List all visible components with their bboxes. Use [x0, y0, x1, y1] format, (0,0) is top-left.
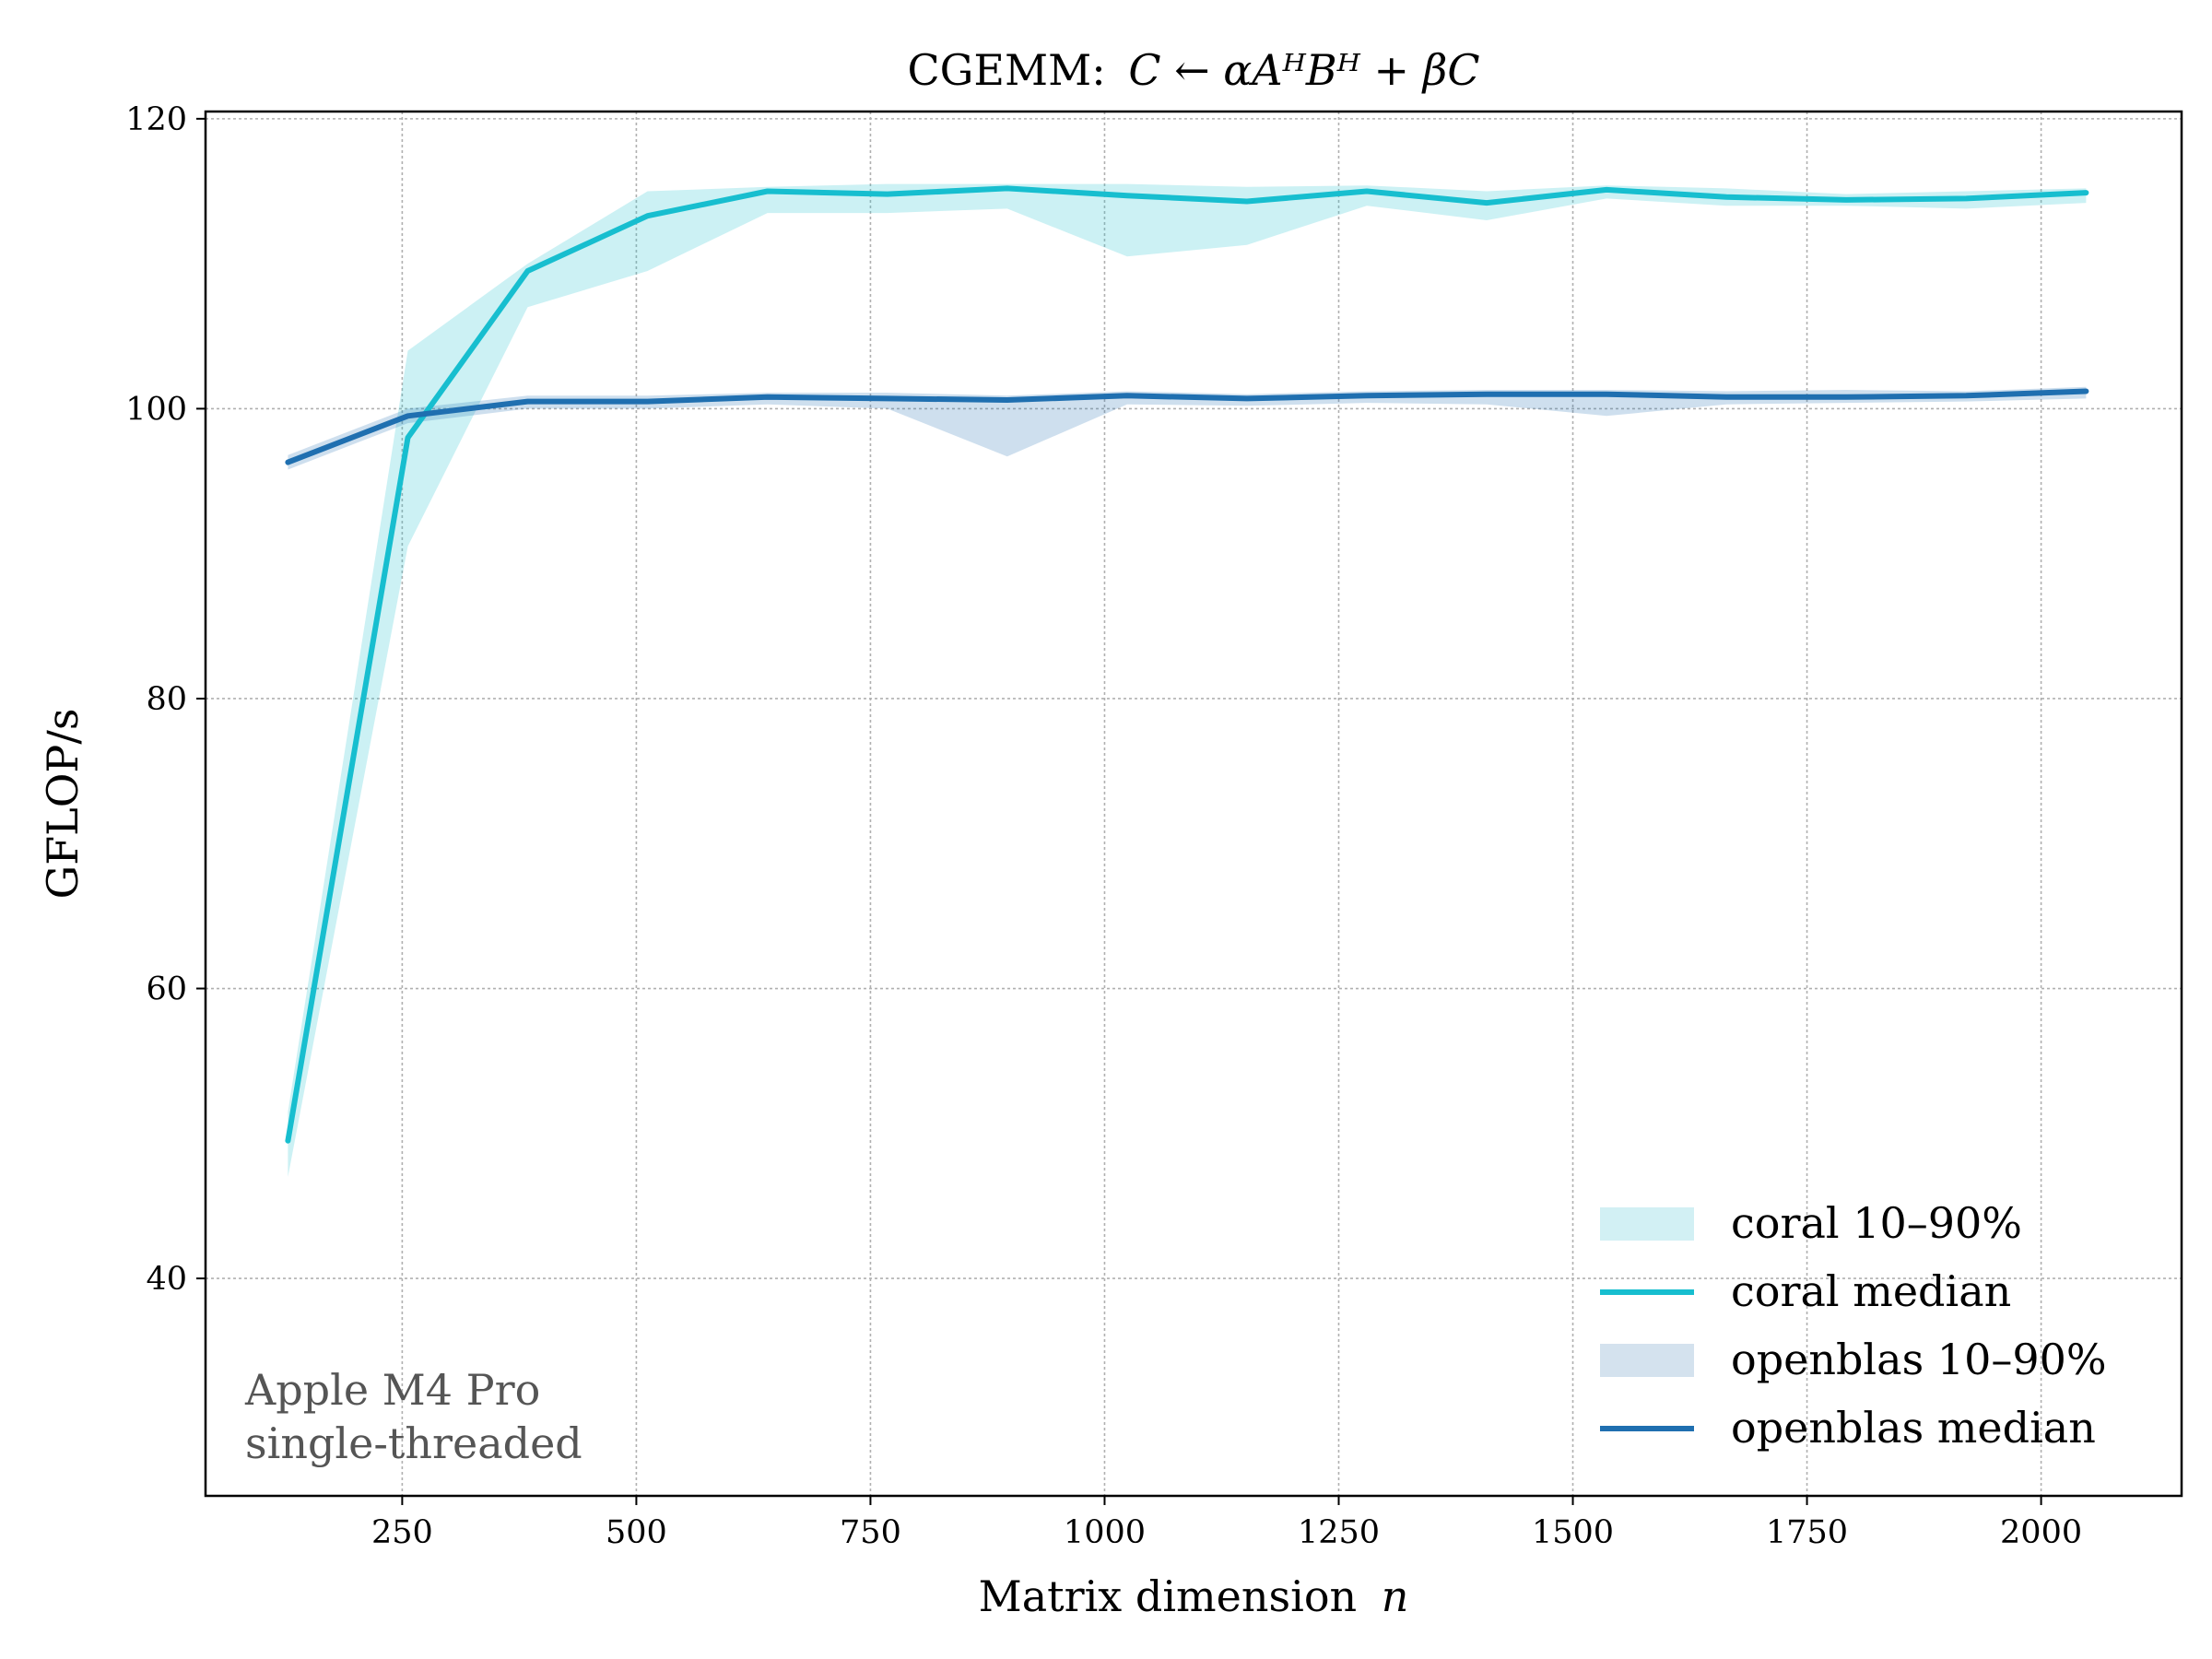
openblas-median-line [285, 388, 2089, 465]
median-lines [285, 185, 2089, 1144]
x-tick-label: 1000 [1064, 1514, 1146, 1551]
y-tick-label: 100 [125, 391, 187, 428]
openblas-band [288, 386, 2087, 470]
annotation-note: Apple M4 Pro single-threaded [244, 1365, 582, 1468]
annotation-line-1: Apple M4 Pro [244, 1365, 540, 1415]
y-tick-label: 80 [146, 681, 187, 718]
legend-swatch-coral-band [1600, 1207, 1694, 1241]
legend-label-openblas-median: openblas median [1731, 1403, 2096, 1453]
legend-label-openblas-band: openblas 10–90% [1731, 1335, 2107, 1384]
ticks: 250 500 750 1000 1250 1500 1750 2000 40 60 80 100 12… [125, 101, 2082, 1551]
x-tick-label: 1500 [1532, 1514, 1614, 1551]
x-tick-label: 250 [371, 1514, 433, 1551]
coral-median-line [285, 185, 2089, 1144]
y-tick-label: 120 [125, 101, 187, 138]
bands [288, 183, 2087, 1178]
x-axis-title: Matrix dimension n [979, 1571, 1409, 1621]
x-tick-label: 1250 [1298, 1514, 1380, 1551]
chart-title-prefix: CGEMM: [907, 45, 1105, 95]
legend-label-coral-median: coral median [1731, 1266, 2011, 1316]
x-axis-label: Matrix dimension [979, 1571, 1358, 1621]
y-tick-label: 60 [146, 971, 187, 1008]
legend-swatch-openblas-band [1600, 1344, 1694, 1377]
chart-title-math: C ← αAᴴBᴴ + βC [1128, 45, 1479, 95]
x-tick-label: 2000 [2000, 1514, 2082, 1551]
legend-label-coral-band: coral 10–90% [1731, 1198, 2022, 1248]
plot-frame [204, 110, 2183, 1498]
legend: coral 10–90% coral median openblas 10–90… [1600, 1198, 2107, 1453]
y-tick-label: 40 [146, 1261, 187, 1298]
x-tick-label: 500 [606, 1514, 667, 1551]
annotation-line-2: single-threaded [245, 1418, 582, 1468]
x-axis-variable: n [1382, 1571, 1409, 1621]
chart-title: CGEMM: C ← αAᴴBᴴ + βC [907, 45, 1479, 95]
y-axis-title: GFLOP/s [38, 709, 88, 900]
x-tick-label: 750 [840, 1514, 901, 1551]
x-tick-label: 1750 [1766, 1514, 1848, 1551]
grid [206, 112, 2182, 1496]
